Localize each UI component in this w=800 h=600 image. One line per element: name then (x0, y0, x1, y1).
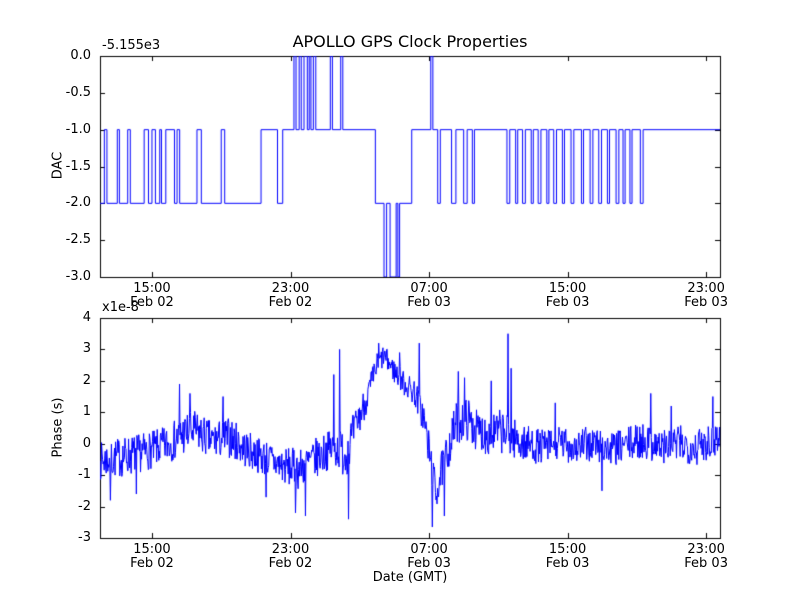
dac-offset-label: -5.155e3 (102, 38, 161, 53)
y-tick-label: 1 (82, 404, 91, 420)
y-tick-label: -1 (78, 467, 91, 483)
date-xlabel: Date (GMT) (372, 570, 448, 585)
x-tick-label: 15:00 Feb 03 (545, 281, 590, 310)
phase-offset-label: x1e-8 (102, 300, 139, 315)
y-tick-label: -3.0 (65, 269, 91, 284)
x-tick-label: 07:00 Feb 03 (407, 542, 451, 571)
y-tick-label: -0.5 (65, 84, 91, 100)
x-tick-label: 23:00 Feb 03 (684, 542, 728, 571)
y-tick-label: 3 (82, 341, 91, 357)
x-tick-label: 15:00 Feb 03 (545, 542, 590, 571)
y-tick-label: -1.5 (65, 158, 91, 174)
y-tick-label: -2.0 (65, 195, 91, 211)
x-tick-label: 15:00 Feb 02 (130, 281, 174, 310)
y-tick-label: -2 (78, 498, 91, 514)
phase-ylabel: Phase (s) (50, 397, 66, 458)
y-tick-label: -2.5 (65, 232, 91, 248)
y-tick-label: 0.0 (70, 48, 91, 63)
y-tick-label: 2 (82, 372, 91, 388)
y-tick-label: 4 (82, 310, 91, 325)
figure-title: APOLLO GPS Clock Properties (292, 32, 528, 51)
y-tick-label: 0 (82, 435, 91, 451)
x-tick-label: 23:00 Feb 02 (268, 542, 313, 571)
x-tick-label: 07:00 Feb 03 (407, 281, 451, 310)
x-tick-label: 23:00 Feb 02 (268, 281, 313, 310)
y-tick-label: -1.0 (65, 121, 91, 137)
x-tick-label: 15:00 Feb 02 (130, 542, 174, 571)
y-tick-label: -3 (78, 530, 91, 545)
x-tick-label: 23:00 Feb 03 (684, 281, 728, 310)
